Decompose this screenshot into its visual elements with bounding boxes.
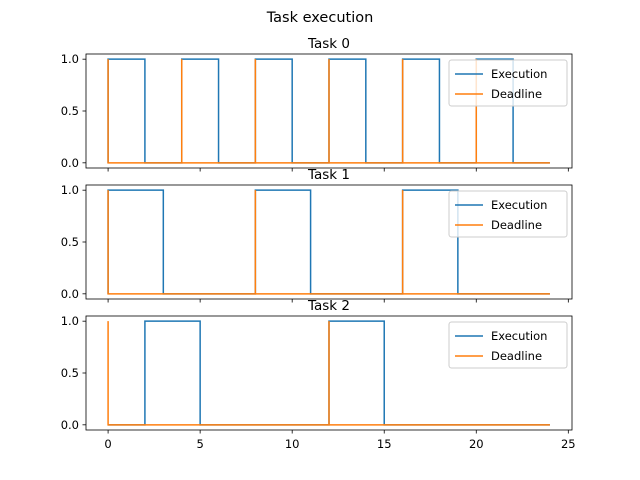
legend-label: Deadline [491,349,542,363]
legend-label: Deadline [491,87,542,101]
x-tick-label: 25 [561,437,576,451]
y-tick-label: 1.0 [61,314,79,328]
y-tick-label: 0.5 [61,366,79,380]
y-tick-label: 0.5 [61,104,79,118]
subplot-task-0: 0.0 0.5 1.0 Task 0 Execution Deadline [61,36,573,172]
legend: Execution Deadline [448,321,568,369]
legend-label: Execution [491,198,547,212]
y-tick-label: 0.5 [61,235,79,249]
y-tick-label: 1.0 [61,52,79,66]
subplot-title: Task 1 [307,167,350,183]
subplot-task-1: 0.0 0.5 1.0 Task 1 Execution Deadline [61,167,573,303]
legend: Execution Deadline [448,59,568,107]
y-tick-label: 1.0 [61,183,79,197]
series-line-deadline [107,321,550,426]
x-tick-label: 10 [285,437,300,451]
subplot-title: Task 0 [307,36,350,52]
y-tick-label: 0.0 [61,156,79,170]
legend-label: Deadline [491,218,542,232]
subplot-task-2: 0 5 10 15 20 25 0.0 0.5 1.0 Task 2 Execution Deadli… [61,298,576,451]
figure-title: Task execution [266,10,374,26]
series-line-deadline [107,59,550,164]
legend-label: Execution [491,67,547,81]
legend: Execution Deadline [448,190,568,238]
series-line-deadline [107,190,550,295]
series-line-execution [107,189,550,295]
x-tick-label: 15 [377,437,392,451]
y-tick-label: 0.0 [61,418,79,432]
legend-label: Execution [491,329,547,343]
subplot-panels: 0.0 0.5 1.0 Task 0 Execution Deadline 0.0 0.5 1.… [61,36,576,451]
y-tick-label: 0.0 [61,287,79,301]
x-tick-label: 20 [469,437,484,451]
subplot-title: Task 2 [307,298,350,314]
x-tick-label: 0 [104,437,111,451]
x-tick-label: 5 [196,437,203,451]
